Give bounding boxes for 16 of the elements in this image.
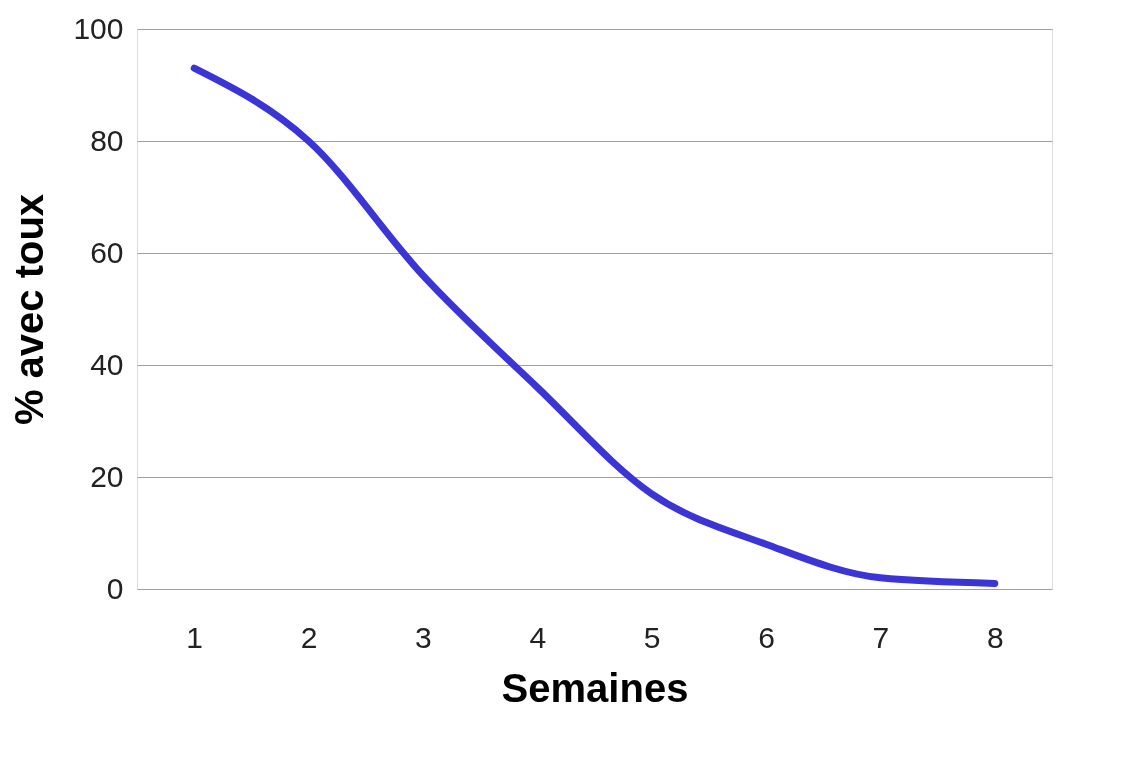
y-axis-title: % avec toux (7, 193, 52, 426)
x-tick-label: 1 (186, 620, 204, 654)
x-tick-label: 2 (300, 620, 318, 654)
y-tick-label: 40 (90, 347, 124, 381)
x-tick-label: 6 (758, 620, 775, 654)
x-axis-title: Semaines (501, 665, 689, 710)
x-tick-label: 7 (872, 620, 890, 654)
y-tick-label: 60 (90, 235, 124, 269)
x-tick-label: 8 (986, 620, 1004, 654)
y-tick-label: 100 (73, 11, 124, 45)
x-tick-label: 4 (529, 620, 547, 654)
y-tick-label: 80 (90, 123, 124, 157)
x-tick-label: 3 (415, 620, 432, 654)
y-tick-label: 20 (90, 459, 124, 493)
x-tick-label: 5 (643, 620, 661, 654)
y-tick-label: 0 (106, 571, 124, 605)
